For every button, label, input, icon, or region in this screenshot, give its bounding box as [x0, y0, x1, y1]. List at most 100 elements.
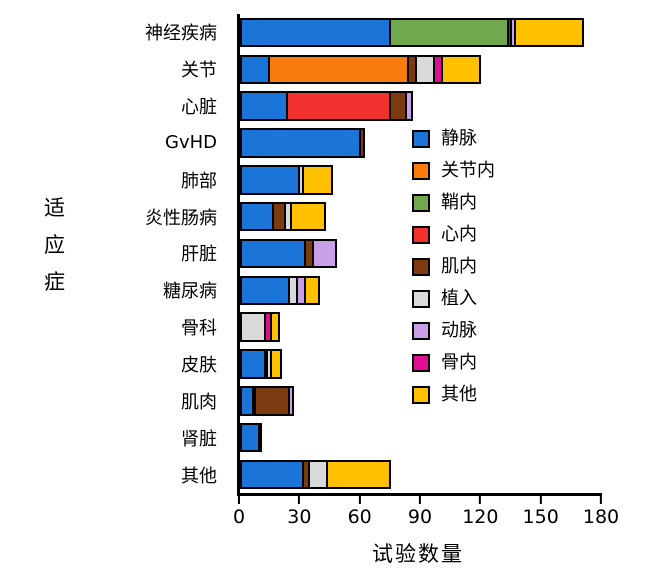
x-tick-label: 30 [287, 506, 312, 528]
x-tick-mark [539, 496, 542, 504]
bar-segment [240, 275, 291, 306]
bar-segment [240, 17, 391, 48]
bar-segment [240, 165, 301, 195]
category-label: 关节 [181, 60, 217, 82]
x-tick-mark [298, 496, 301, 504]
category-label: 神经疾病 [145, 23, 217, 45]
category-label: GvHD [165, 132, 217, 154]
legend-swatch [412, 386, 430, 404]
bar-segment [312, 238, 337, 269]
bar-segment [286, 91, 391, 121]
x-tick-mark [419, 496, 421, 504]
bar-segment [240, 312, 267, 342]
bar-segment [388, 17, 510, 48]
stacked-bar [240, 422, 602, 453]
y-axis-title-char: 症 [44, 270, 65, 294]
stacked-bar [240, 91, 602, 121]
x-tick: 120 [462, 496, 498, 528]
bar-segment [308, 459, 329, 490]
bar-segment [254, 386, 291, 416]
bar-segment [513, 17, 584, 48]
x-tick: 0 [233, 496, 245, 528]
legend-item: 心内 [412, 226, 495, 244]
x-tick-mark [358, 496, 361, 504]
legend-swatch [412, 354, 430, 372]
bar-segment [240, 422, 261, 453]
x-axis-title: 试验数量 [372, 542, 464, 566]
bar-segment [258, 422, 263, 453]
bar-segment [358, 128, 365, 158]
bar-segment [240, 238, 307, 269]
x-tick-label: 90 [407, 506, 433, 528]
legend-label: 肌内 [441, 256, 477, 277]
y-axis-title: 适应症 [44, 198, 65, 309]
legend-item: 鞘内 [412, 194, 495, 212]
stacked-bar [240, 312, 602, 342]
bar-segment [240, 201, 275, 232]
legend-swatch [412, 290, 430, 308]
legend-label: 动脉 [441, 320, 477, 341]
plot-area [237, 14, 602, 496]
stacked-bar [240, 17, 602, 48]
legend-item: 肌内 [412, 258, 495, 276]
legend-swatch [412, 162, 430, 180]
x-tick-label: 150 [522, 506, 559, 528]
bar-segment [240, 128, 361, 158]
legend-label: 植入 [441, 288, 477, 309]
legend-label: 心内 [441, 224, 477, 245]
bar-segment [288, 386, 295, 416]
stacked-bar [240, 349, 602, 379]
legend-item: 其他 [412, 386, 495, 404]
x-tick-label: 60 [347, 506, 372, 528]
category-label: 肌肉 [181, 391, 217, 413]
bar-segment [414, 54, 436, 84]
legend-swatch [412, 322, 430, 340]
x-tick: 30 [287, 496, 311, 528]
category-labels: 神经疾病 关节 心脏 GvHD 肺部 炎性肠病 肝脏 糖尿病 骨科 皮肤 肌肉 肾脏 其他 [0, 14, 226, 493]
legend-item: 动脉 [412, 322, 495, 340]
y-axis-title-char: 应 [44, 233, 65, 257]
x-tick-mark [479, 496, 482, 504]
stacked-bar [240, 54, 602, 84]
x-axis-ticks: 0 30 60 90 120 150 180 [233, 496, 619, 532]
category-label: 肺部 [181, 170, 217, 192]
bar-segment [270, 349, 283, 379]
category-label: 骨科 [181, 318, 217, 340]
category-label: 心脏 [181, 97, 217, 119]
bar-segment [240, 459, 305, 490]
y-axis-title-char: 适 [44, 196, 65, 220]
x-tick: 180 [583, 496, 619, 528]
stacked-bar [240, 459, 602, 490]
legend-label: 关节内 [441, 160, 495, 181]
bar-segment [326, 459, 391, 490]
bar-segment [304, 275, 321, 306]
legend-label: 鞘内 [441, 192, 477, 213]
bar-segment [240, 54, 271, 84]
stacked-bar [240, 238, 602, 269]
legend-label: 静脉 [441, 128, 477, 149]
bar-segment [240, 349, 267, 379]
x-tick-label: 120 [462, 506, 499, 528]
bar-segment [404, 91, 413, 121]
x-tick: 60 [348, 496, 372, 528]
bar-segment [302, 165, 333, 195]
x-tick-mark [599, 496, 602, 504]
bar-segment [270, 312, 281, 342]
category-label: 其他 [181, 465, 217, 487]
x-tick-label: 180 [582, 506, 620, 528]
legend-swatch [412, 258, 430, 276]
legend-item: 关节内 [412, 162, 495, 180]
stacked-bar [240, 128, 602, 158]
category-label: 炎性肠病 [145, 207, 217, 229]
stacked-bar [240, 275, 602, 306]
x-tick-mark [238, 496, 240, 504]
stacked-bar [240, 201, 602, 232]
legend-item: 植入 [412, 290, 495, 308]
x-tick: 150 [523, 496, 559, 528]
legend-swatch [412, 194, 430, 212]
bar-segment [290, 201, 327, 232]
legend-swatch [412, 226, 430, 244]
category-label: 皮肤 [181, 355, 217, 377]
stacked-bar [240, 386, 602, 416]
